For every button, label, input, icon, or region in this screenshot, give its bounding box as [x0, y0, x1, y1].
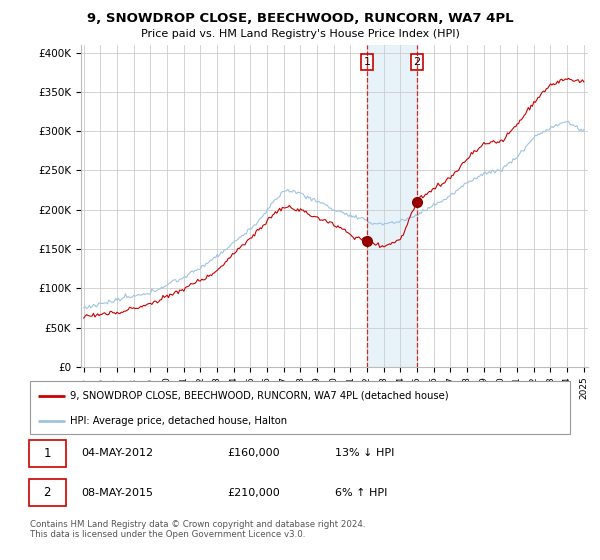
Text: £210,000: £210,000 — [227, 488, 280, 498]
Text: 6% ↑ HPI: 6% ↑ HPI — [335, 488, 388, 498]
Text: 04-MAY-2012: 04-MAY-2012 — [82, 449, 154, 459]
Text: 9, SNOWDROP CLOSE, BEECHWOOD, RUNCORN, WA7 4PL (detached house): 9, SNOWDROP CLOSE, BEECHWOOD, RUNCORN, W… — [71, 391, 449, 401]
Text: 2: 2 — [413, 57, 421, 67]
Text: Contains HM Land Registry data © Crown copyright and database right 2024.
This d: Contains HM Land Registry data © Crown c… — [30, 520, 365, 539]
FancyBboxPatch shape — [29, 479, 65, 506]
Text: 08-MAY-2015: 08-MAY-2015 — [82, 488, 154, 498]
Text: 1: 1 — [44, 447, 51, 460]
Text: Price paid vs. HM Land Registry's House Price Index (HPI): Price paid vs. HM Land Registry's House … — [140, 29, 460, 39]
Text: HPI: Average price, detached house, Halton: HPI: Average price, detached house, Halt… — [71, 416, 287, 426]
Text: 13% ↓ HPI: 13% ↓ HPI — [335, 449, 394, 459]
FancyBboxPatch shape — [29, 440, 65, 467]
Text: £160,000: £160,000 — [227, 449, 280, 459]
Text: 9, SNOWDROP CLOSE, BEECHWOOD, RUNCORN, WA7 4PL: 9, SNOWDROP CLOSE, BEECHWOOD, RUNCORN, W… — [86, 12, 514, 25]
Bar — [367, 45, 417, 367]
Text: 1: 1 — [364, 57, 371, 67]
Text: 2: 2 — [44, 486, 51, 500]
